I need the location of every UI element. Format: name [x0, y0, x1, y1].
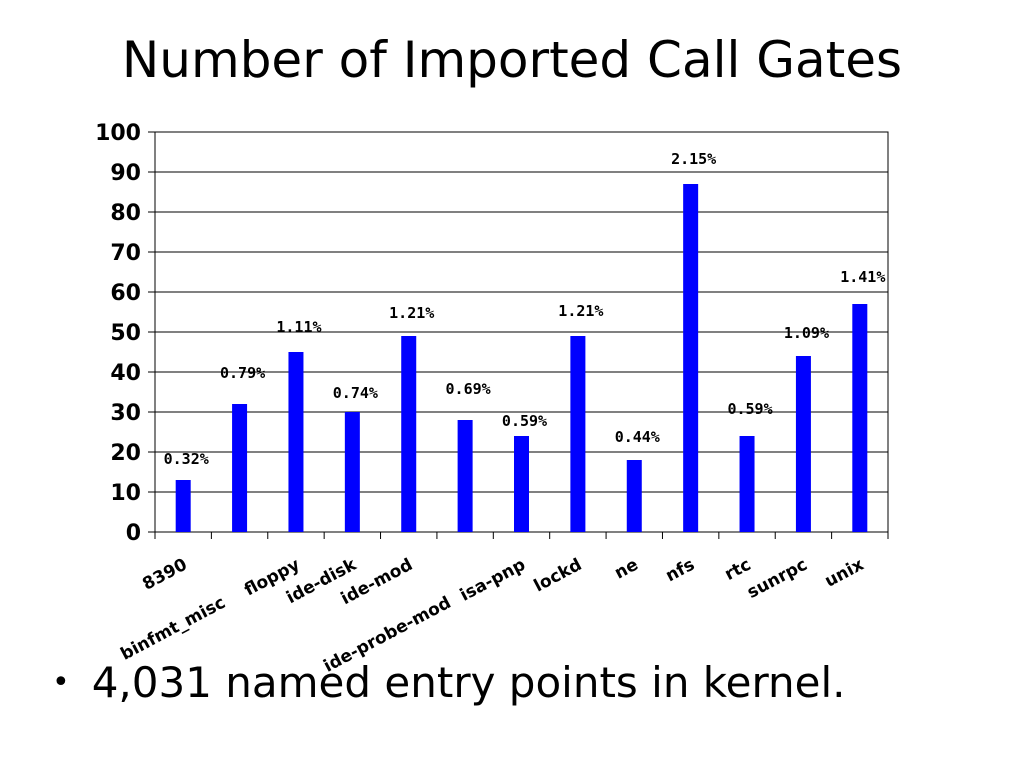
bar-ide-probe-mod	[457, 420, 473, 532]
y-tick-label: 50	[110, 321, 141, 346]
bar-lockd	[570, 336, 586, 532]
bullet-point: • 4,031 named entry points in kernel.	[52, 655, 845, 711]
y-tick-labels: 0 10 20 30 40 50 60 70 80 90 100	[95, 121, 141, 546]
slide-title: Number of Imported Call Gates	[121, 31, 903, 89]
y-tick-label: 10	[110, 481, 141, 506]
bar-ide-mod	[401, 336, 417, 532]
y-tick-label: 100	[95, 121, 141, 146]
data-label-ide-disk: 0.74%	[333, 384, 378, 402]
x-tick-label-lockd: lockd	[531, 555, 585, 597]
bar-8390	[175, 480, 191, 532]
bar-sunrpc	[795, 356, 811, 532]
x-tick-label-8390: 8390	[139, 555, 190, 595]
x-tick-label-sunrpc: sunrpc	[744, 555, 811, 603]
y-tick-label: 0	[126, 521, 141, 546]
x-tick-label-isa-pnp: isa-pnp	[457, 555, 529, 606]
x-tick-label-unix: unix	[822, 555, 868, 592]
data-label-isa-pnp: 0.59%	[502, 412, 547, 430]
bar-binfmt_misc	[232, 404, 248, 532]
x-tick-label-nfs: nfs	[662, 555, 698, 587]
bar-nfs	[683, 184, 699, 532]
bullet-dot-icon: •	[52, 665, 70, 700]
bar-unix	[852, 304, 868, 532]
y-tick-label: 60	[110, 281, 141, 306]
bullet-text: 4,031 named entry points in kernel.	[91, 658, 846, 707]
x-tick-label-binfmt_misc: binfmt_misc	[117, 593, 228, 665]
x-tick-label-rtc: rtc	[722, 555, 755, 585]
data-labels: 0.32% 0.79% 1.11% 0.74% 1.21% 0.69% 0.59% 1.21%…	[164, 150, 886, 468]
data-label-ide-mod: 1.21%	[389, 304, 434, 322]
y-tick-label: 90	[110, 161, 141, 186]
data-label-8390: 0.32%	[164, 450, 209, 468]
bar-rtc	[739, 436, 755, 532]
x-tick-label-ne: ne	[611, 555, 641, 584]
data-label-unix: 1.41%	[840, 268, 885, 286]
data-label-binfmt_misc: 0.79%	[220, 364, 265, 382]
bars	[175, 184, 868, 532]
bar-isa-pnp	[514, 436, 529, 532]
data-label-ide-probe-mod: 0.69%	[446, 380, 491, 398]
data-label-lockd: 1.21%	[558, 302, 603, 320]
data-label-nfs: 2.15%	[671, 150, 716, 168]
y-tick-label: 20	[110, 441, 141, 466]
bar-floppy	[288, 352, 304, 532]
data-label-ne: 0.44%	[615, 428, 660, 446]
bar-ne	[626, 460, 642, 532]
y-tick-label: 30	[110, 401, 141, 426]
y-tick-label: 80	[110, 201, 141, 226]
data-label-floppy: 1.11%	[276, 318, 321, 336]
data-label-rtc: 0.59%	[727, 400, 772, 418]
y-tick-label: 40	[110, 361, 141, 386]
data-label-sunrpc: 1.09%	[784, 324, 829, 342]
bar-ide-disk	[344, 412, 360, 532]
y-tick-label: 70	[110, 241, 141, 266]
